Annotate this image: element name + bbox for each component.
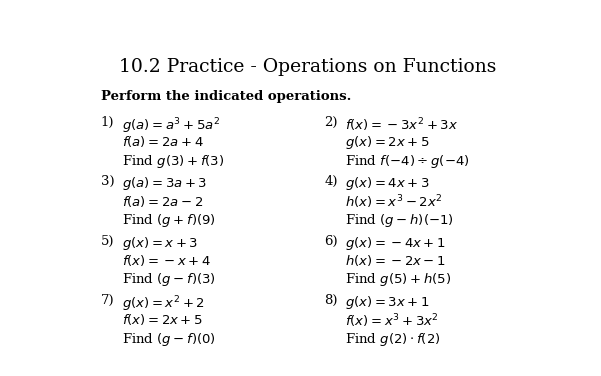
Text: $g(x)=2x+5$: $g(x)=2x+5$ <box>346 134 430 151</box>
Text: $g(x)=x+3$: $g(x)=x+3$ <box>121 235 198 252</box>
Text: Find $(g+f)(9)$: Find $(g+f)(9)$ <box>121 212 216 229</box>
Text: Find $g(3)+f(3)$: Find $g(3)+f(3)$ <box>121 153 224 170</box>
Text: Perform the indicated operations.: Perform the indicated operations. <box>101 90 351 103</box>
Text: $f(a)=2a-2$: $f(a)=2a-2$ <box>121 194 203 209</box>
Text: 7): 7) <box>101 294 114 307</box>
Text: Find $f(-4)\div g(-4)$: Find $f(-4)\div g(-4)$ <box>346 153 470 170</box>
Text: $g(x)=4x+3$: $g(x)=4x+3$ <box>346 175 430 193</box>
Text: $f(x)=2x+5$: $f(x)=2x+5$ <box>121 312 203 327</box>
Text: 2): 2) <box>325 116 338 129</box>
Text: $g(a)=3a+3$: $g(a)=3a+3$ <box>121 175 207 193</box>
Text: $g(a)=a^3+5a^2$: $g(a)=a^3+5a^2$ <box>121 116 220 136</box>
Text: $h(x)=x^3-2x^2$: $h(x)=x^3-2x^2$ <box>346 194 443 211</box>
Text: $g(x)=-4x+1$: $g(x)=-4x+1$ <box>346 235 446 252</box>
Text: $f(a)=2a+4$: $f(a)=2a+4$ <box>121 134 204 149</box>
Text: 3): 3) <box>101 175 114 188</box>
Text: Find $(g-f)(3)$: Find $(g-f)(3)$ <box>121 271 216 288</box>
Text: $f(x)=-3x^2+3x$: $f(x)=-3x^2+3x$ <box>346 116 459 133</box>
Text: 5): 5) <box>101 235 114 248</box>
Text: 6): 6) <box>325 235 338 248</box>
Text: 8): 8) <box>325 294 338 307</box>
Text: Find $(g-f)(0)$: Find $(g-f)(0)$ <box>121 331 216 347</box>
Text: $f(x)=-x+4$: $f(x)=-x+4$ <box>121 253 211 268</box>
Text: Find $(g-h)(-1)$: Find $(g-h)(-1)$ <box>346 212 454 229</box>
Text: Find $g(5)+h(5)$: Find $g(5)+h(5)$ <box>346 271 451 288</box>
Text: 4): 4) <box>325 175 338 188</box>
Text: $g(x)=3x+1$: $g(x)=3x+1$ <box>346 294 430 311</box>
Text: Find $g(2)\cdot f(2)$: Find $g(2)\cdot f(2)$ <box>346 331 441 347</box>
Text: 10.2 Practice - Operations on Functions: 10.2 Practice - Operations on Functions <box>120 58 496 76</box>
Text: $g(x)=x^2+2$: $g(x)=x^2+2$ <box>121 294 204 314</box>
Text: $f(x)=x^3+3x^2$: $f(x)=x^3+3x^2$ <box>346 312 439 330</box>
Text: 1): 1) <box>101 116 114 129</box>
Text: $h(x)=-2x-1$: $h(x)=-2x-1$ <box>346 253 446 268</box>
